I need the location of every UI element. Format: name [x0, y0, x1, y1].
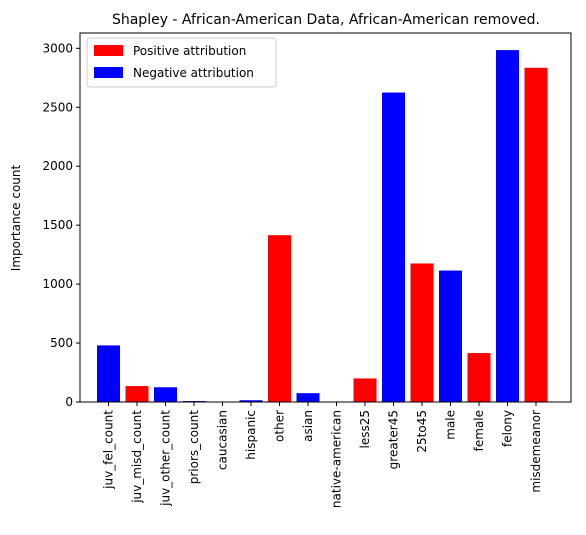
x-tick-label: juv_fel_count	[102, 410, 116, 490]
x-tick-label: juv_other_count	[159, 410, 173, 507]
x-tick-label: native-american	[330, 410, 344, 508]
x-tick-label: priors_count	[187, 410, 201, 485]
x-tick-label: caucasian	[216, 410, 230, 470]
y-axis-title: Importance count	[9, 164, 23, 271]
bar-less25	[353, 378, 377, 402]
bar-juv_misd_count	[125, 386, 149, 402]
chart-title: Shapley - African-American Data, African…	[112, 12, 540, 28]
legend-label-negative: Negative attribution	[133, 66, 254, 80]
x-tick-label: hispanic	[244, 410, 258, 460]
x-tick-label: male	[444, 410, 458, 440]
plot-frame	[79, 32, 572, 403]
x-axis-ticks: juv_fel_count juv_misd_count juv_other_cou…	[102, 402, 543, 508]
y-tick-label: 0	[65, 395, 73, 409]
y-tick-label: 2000	[42, 159, 73, 173]
y-tick-label: 1500	[42, 218, 73, 232]
legend-swatch-negative	[94, 67, 123, 78]
x-tick-label: misdemeanor	[529, 410, 543, 493]
bar-male	[439, 270, 462, 402]
bar-other	[268, 235, 291, 402]
x-tick-label: 25to45	[415, 410, 429, 453]
x-tick-label: less25	[358, 410, 372, 449]
bar-asian	[296, 393, 320, 402]
bar-felony	[496, 50, 519, 403]
bar-misdemeanor	[524, 67, 548, 402]
legend: Positive attribution Negative attribution	[86, 37, 277, 88]
legend-swatch-positive	[94, 45, 123, 56]
bar-juv_other_count	[154, 387, 177, 402]
y-tick-label: 500	[50, 336, 73, 350]
y-tick-label: 2500	[42, 100, 73, 114]
x-tick-label: juv_misd_count	[130, 410, 144, 504]
bar-25to45	[410, 263, 434, 402]
x-tick-label: female	[472, 410, 486, 451]
bars	[97, 50, 548, 403]
y-axis-ticks: 0 500 1000 1500 2000 2500 3000	[42, 41, 80, 409]
bar-juv_fel_count	[97, 345, 120, 402]
legend-box	[86, 37, 277, 88]
bar-greater45	[382, 92, 405, 402]
x-tick-label: greater45	[387, 410, 401, 469]
bar-female	[467, 353, 491, 402]
x-tick-label: asian	[301, 410, 315, 442]
legend-label-positive: Positive attribution	[133, 44, 246, 58]
x-tick-label: other	[273, 410, 287, 442]
y-tick-label: 1000	[42, 277, 73, 291]
x-tick-label: felony	[501, 410, 515, 447]
y-tick-label: 3000	[42, 41, 73, 55]
bar-hispanic	[239, 400, 263, 402]
